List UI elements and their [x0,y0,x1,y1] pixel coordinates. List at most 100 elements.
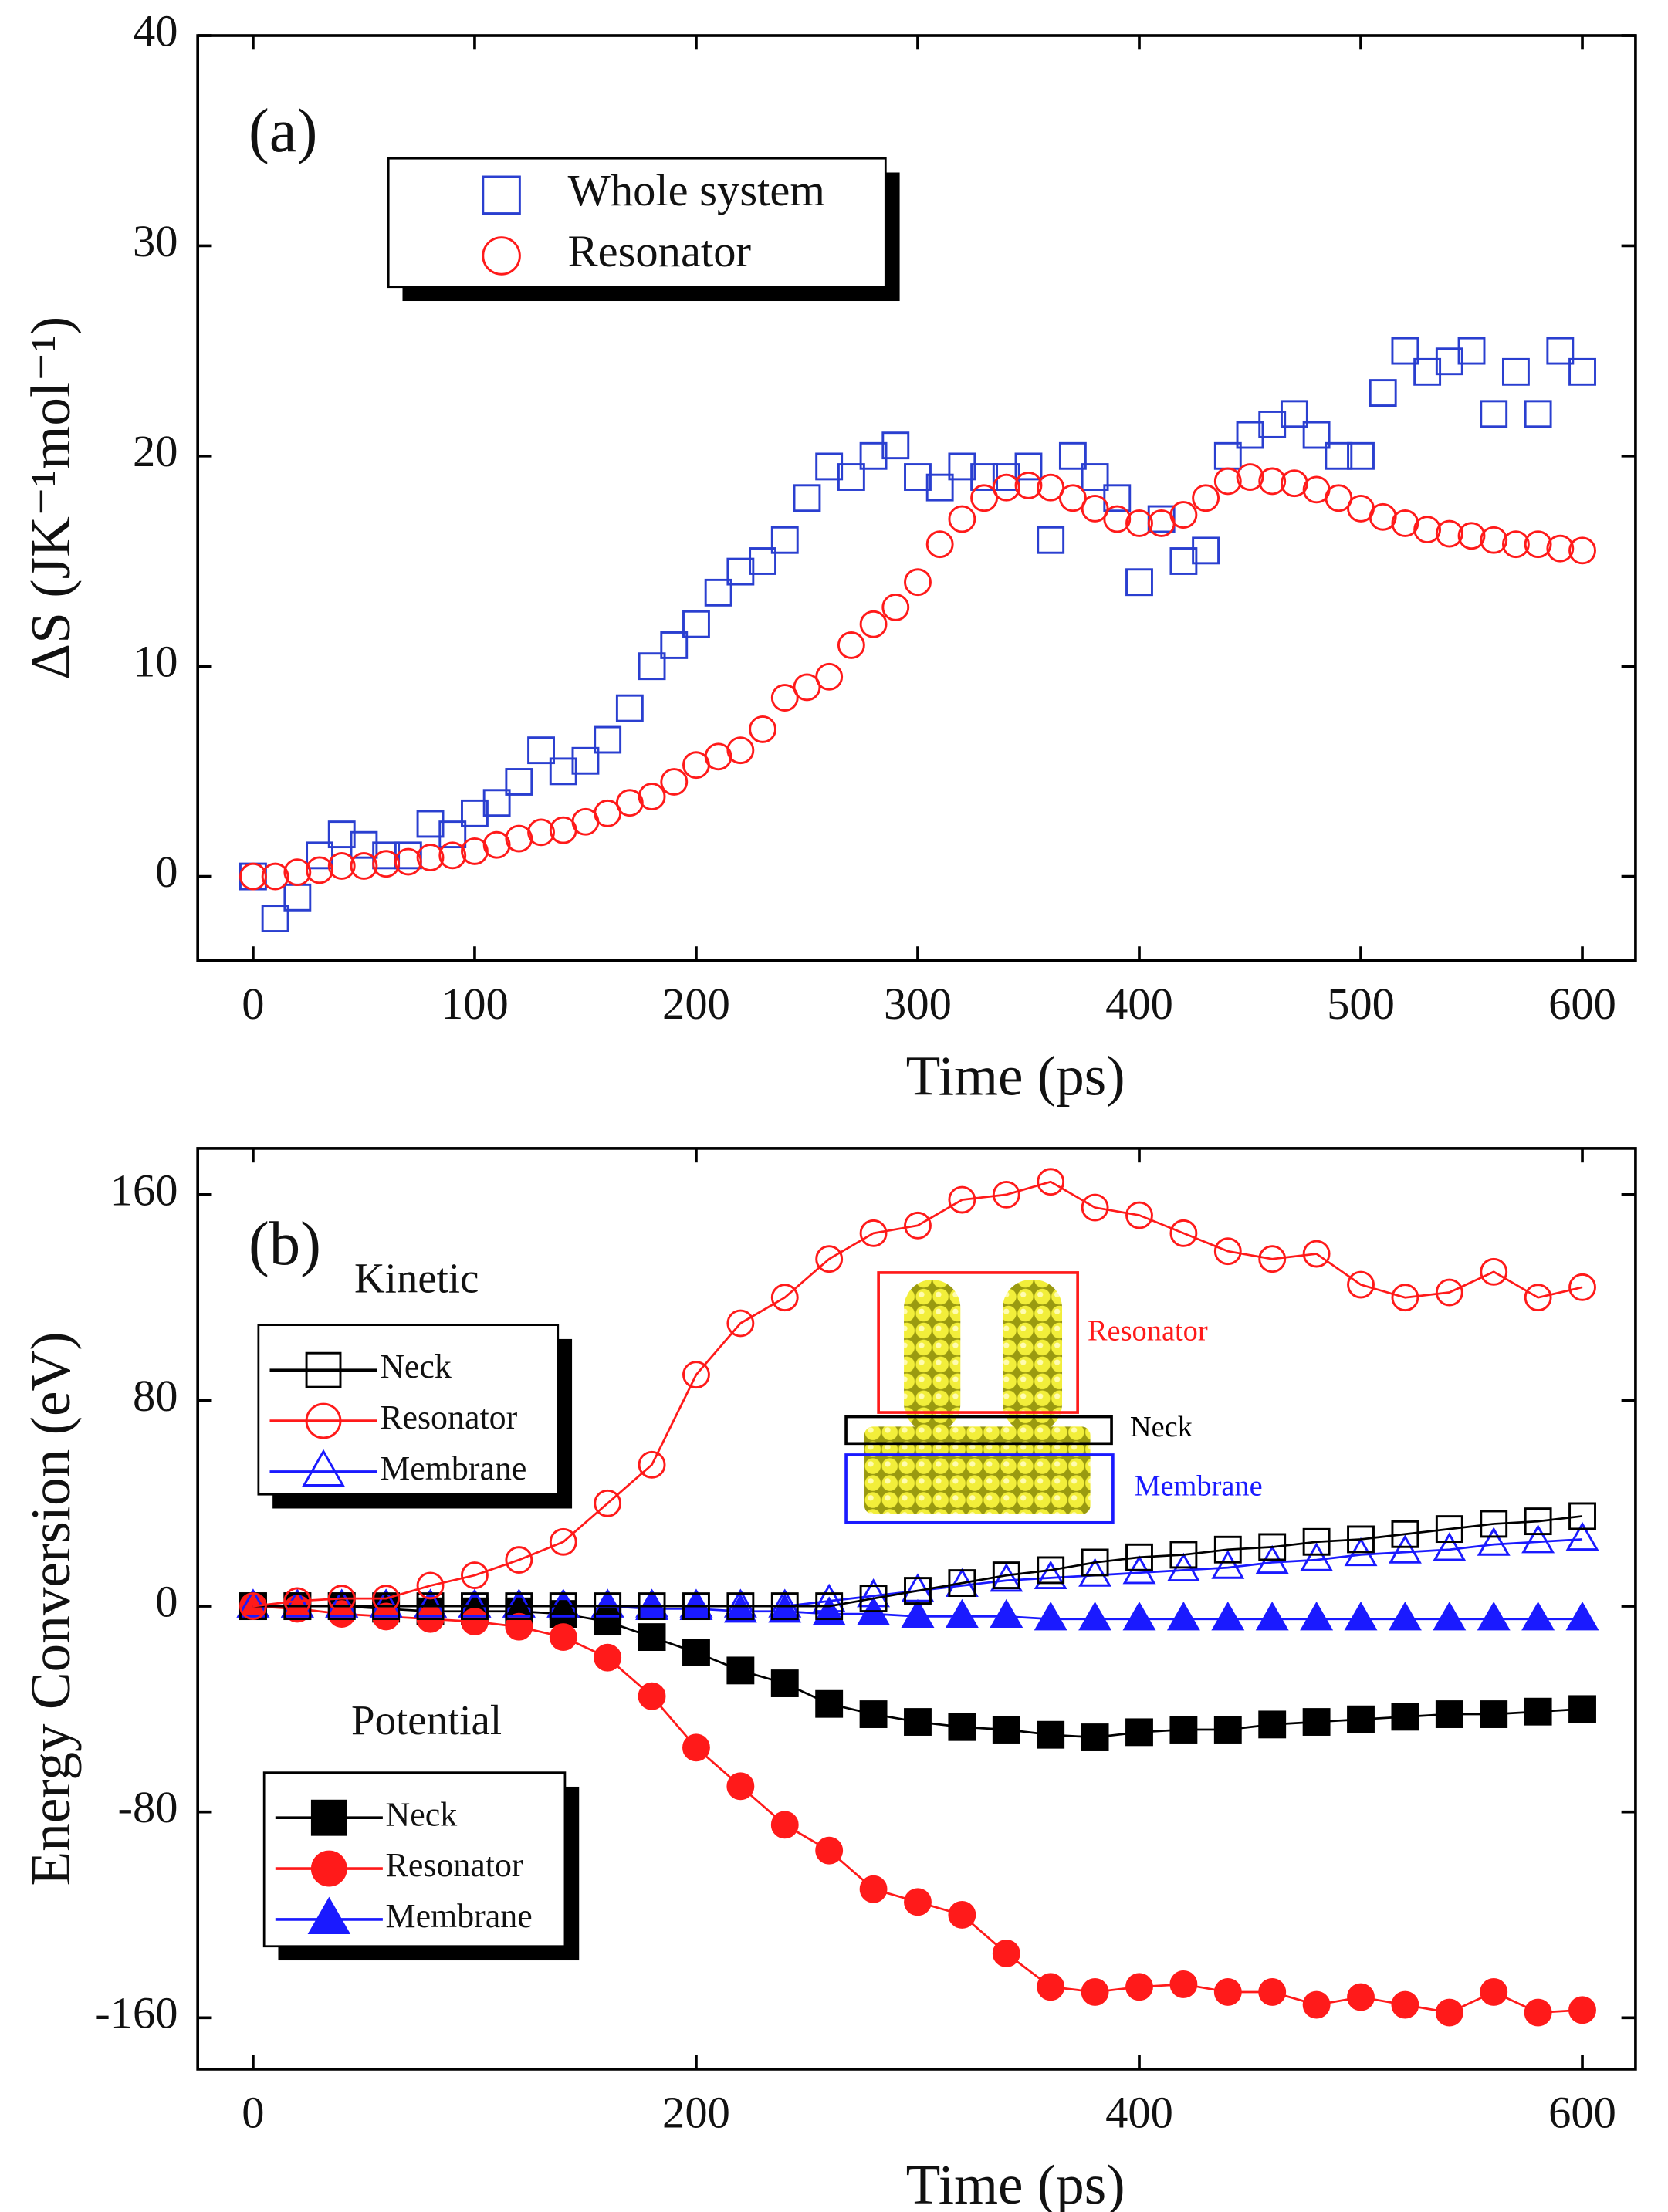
data-point [948,1713,976,1741]
data-point [1413,516,1442,544]
x-tick-label: 300 [884,979,952,1029]
legend-marker [305,1351,342,1388]
data-point [1169,501,1198,529]
data-point [461,1608,489,1636]
data-point [505,1546,533,1574]
data-point [970,484,999,512]
data-point [527,736,555,765]
data-point [948,505,976,533]
inset-label: Resonator [1088,1314,1208,1347]
data-point [1236,463,1264,491]
data-point [992,473,1020,502]
data-point [1477,1527,1511,1556]
data-point [1103,484,1132,512]
data-point [679,1588,713,1618]
data-point [1058,441,1087,470]
data-point [815,452,844,481]
x-tick-label: 400 [1105,979,1173,1029]
data-point [1081,1193,1109,1222]
x-tick-label: 200 [662,979,730,1029]
legend [387,157,887,289]
data-point [1477,1602,1511,1631]
data-point [458,1588,492,1618]
data-point [770,1592,799,1621]
data-point [682,1361,710,1389]
data-point [1300,1602,1334,1631]
data-point [1280,469,1308,498]
data-point [1258,1533,1287,1561]
inset-label: Neck [1130,1411,1193,1443]
data-point [990,1563,1023,1592]
data-point [1501,357,1530,386]
data-point [1213,1716,1242,1744]
data-point [859,1700,888,1728]
data-point [394,847,422,876]
data-point [1524,1507,1552,1536]
data-point [1391,1990,1419,2019]
data-point [815,1689,844,1718]
data-point [1524,1284,1552,1312]
data-point [416,1571,445,1600]
data-point [1521,1524,1555,1554]
y-tick-label: 80 [133,1371,178,1421]
data-point [682,610,710,638]
data-point [726,1309,755,1338]
data-point [1480,1700,1508,1728]
data-point [594,1608,622,1636]
data-point [1369,502,1397,531]
series-line [252,1515,1583,1608]
data-point [1480,1257,1508,1286]
data-point [992,1561,1020,1590]
x-tick-label: 400 [1105,2088,1173,2138]
data-point [1169,1541,1198,1569]
data-point [815,1836,844,1865]
data-point [505,1612,533,1641]
data-point [261,905,289,932]
data-point [1280,400,1308,428]
data-point [327,820,356,849]
data-point [1480,526,1508,554]
data-point [461,1592,489,1621]
data-point [594,799,622,827]
data-point [306,856,333,884]
data-point [1078,1558,1112,1587]
legend-marker [482,175,521,215]
data-point [726,1772,755,1801]
data-point [770,684,799,712]
data-point [1103,505,1132,533]
data-point [594,1489,622,1517]
data-point [350,830,378,859]
data-point [815,1245,844,1273]
y-tick-label: 30 [133,216,178,266]
data-point [350,852,378,880]
inset-label: Membrane [1134,1470,1262,1503]
data-point [793,484,821,512]
data-point [1568,1695,1596,1723]
data-point [1413,357,1442,386]
data-point [749,547,776,575]
data-point [1568,1273,1596,1301]
data-point [1501,530,1530,559]
pillar [904,1280,961,1432]
x-tick-label: 600 [1548,2088,1616,2138]
data-point [1369,379,1397,408]
data-point [1435,519,1463,548]
y-tick-label: 10 [133,637,178,687]
data-point [549,1592,577,1621]
data-point [925,473,954,502]
data-point [615,789,644,817]
data-point [992,1940,1020,1967]
data-point [1213,467,1242,496]
data-point [1166,1602,1200,1631]
data-point [461,799,489,827]
data-point [280,1588,314,1618]
data-point [615,694,644,722]
legend-label: Whole system [568,165,825,215]
data-point [1034,1602,1067,1631]
data-point [901,1598,935,1629]
data-point [1081,1978,1109,2006]
data-point [1457,337,1486,365]
data-point [1122,1602,1156,1631]
data-point [859,1875,888,1903]
